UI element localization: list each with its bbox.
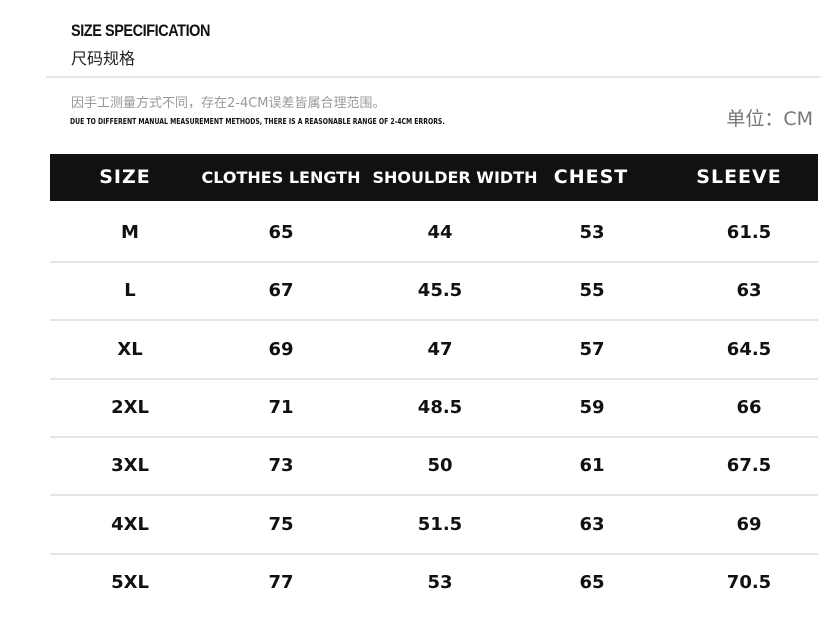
cell-chest: 55 [579, 280, 605, 302]
divider [46, 76, 820, 78]
page-title: SIZE SPECIFICATION [71, 21, 211, 40]
header-sleeve: SLEEVE [696, 166, 782, 188]
cell-shoulder-width: 51.5 [417, 513, 463, 535]
cell-sleeve: 61.5 [726, 222, 772, 243]
row-divider [50, 377, 818, 380]
table-row: 2XL 71 48.5 59 66 [50, 380, 818, 438]
unit-label: 单位：CM [726, 108, 813, 130]
cell-chest: 53 [579, 222, 605, 243]
measurement-note-cn: 因手工测量方式不同，存在2-4CM误差皆属合理范围。 [71, 96, 386, 111]
cell-shoulder-width: 47 [427, 338, 453, 360]
page-title-cn: 尺码规格 [71, 49, 136, 68]
cell-size: XL [117, 338, 143, 360]
cell-clothes-length: 69 [268, 338, 294, 360]
cell-shoulder-width: 53 [427, 571, 453, 593]
row-divider [50, 494, 818, 497]
cell-size: 3XL [111, 455, 149, 477]
cell-size: 4XL [111, 513, 149, 535]
cell-clothes-length: 75 [268, 513, 294, 535]
cell-size: M [121, 222, 139, 243]
cell-clothes-length: 65 [268, 222, 294, 243]
cell-shoulder-width: 45.5 [417, 280, 463, 302]
header-chest: CHEST [553, 166, 629, 188]
row-divider [50, 435, 818, 438]
table-row: XL 69 47 57 64.5 [50, 322, 818, 380]
row-divider [50, 261, 818, 263]
cell-clothes-length: 73 [268, 455, 294, 477]
cell-sleeve: 70.5 [726, 571, 772, 593]
cell-chest: 65 [579, 571, 605, 593]
header-clothes-length: CLOTHES LENGTH [201, 168, 361, 187]
cell-chest: 57 [579, 338, 605, 360]
cell-sleeve: 67.5 [726, 455, 772, 477]
table-row: L 67 45.5 55 63 [50, 263, 818, 322]
table-row: M 65 44 53 61.5 [50, 205, 818, 263]
cell-clothes-length: 71 [268, 396, 294, 418]
cell-chest: 63 [579, 513, 605, 535]
cell-sleeve: 66 [736, 396, 762, 418]
table-row: 3XL 73 50 61 67.5 [50, 438, 818, 497]
row-divider [50, 552, 818, 555]
cell-size: 2XL [111, 396, 149, 418]
cell-size: 5XL [111, 571, 149, 593]
cell-shoulder-width: 44 [427, 222, 453, 243]
cell-clothes-length: 77 [268, 571, 294, 593]
table-row: 5XL 77 53 65 70.5 [50, 555, 818, 613]
cell-sleeve: 69 [736, 513, 762, 535]
cell-sleeve: 64.5 [726, 338, 772, 360]
header-size: SIZE [99, 166, 151, 188]
cell-chest: 61 [579, 455, 605, 477]
cell-clothes-length: 67 [268, 280, 294, 302]
cell-shoulder-width: 48.5 [417, 396, 463, 418]
cell-chest: 59 [579, 396, 605, 418]
table-row: 4XL 75 51.5 63 69 [50, 497, 818, 555]
measurement-note-en: DUE TO DIFFERENT MANUAL MEASUREMENT METH… [70, 117, 445, 126]
cell-sleeve: 63 [736, 280, 762, 302]
cell-shoulder-width: 50 [427, 455, 453, 477]
header-shoulder-width: SHOULDER WIDTH [372, 168, 538, 187]
row-divider [50, 319, 818, 322]
table-header: SIZE CLOTHES LENGTH SHOULDER WIDTH CHEST… [50, 154, 818, 201]
cell-size: L [124, 280, 136, 302]
